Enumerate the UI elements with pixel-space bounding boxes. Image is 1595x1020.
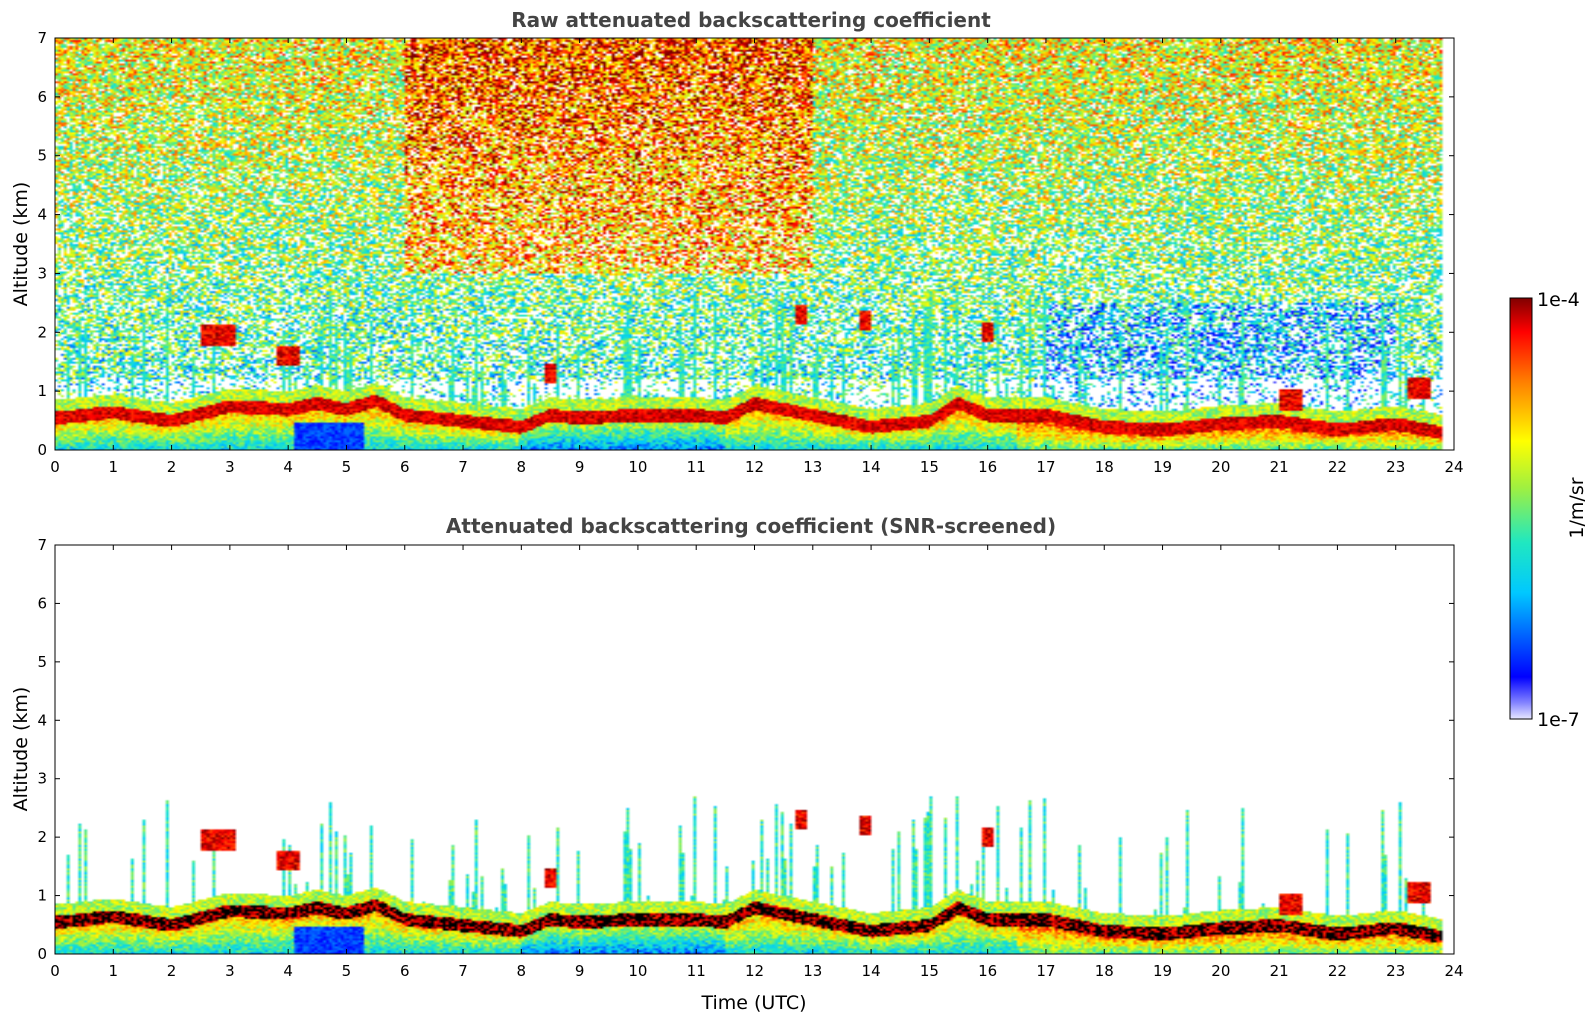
x-tick-label: 18 xyxy=(1095,458,1114,476)
x-tick-label: 10 xyxy=(628,962,647,980)
x-tick-label: 16 xyxy=(978,962,997,980)
colorbar: 1e-4 1e-7 1/m/sr xyxy=(1509,289,1588,731)
x-tick-label: 4 xyxy=(283,458,293,476)
panel-title: Attenuated backscattering coefficient (S… xyxy=(446,514,1056,538)
x-tick-label: 19 xyxy=(1153,458,1172,476)
raw-backscatter-panel: Raw attenuated backscattering coefficien… xyxy=(10,8,1464,476)
x-tick-label: 20 xyxy=(1211,458,1230,476)
x-tick-label: 17 xyxy=(1036,962,1055,980)
x-tick-label: 9 xyxy=(575,962,585,980)
y-tick-label: 4 xyxy=(37,711,47,729)
x-tick-label: 19 xyxy=(1153,962,1172,980)
x-tick-label: 6 xyxy=(400,962,410,980)
x-tick-label: 6 xyxy=(400,458,410,476)
y-tick-label: 7 xyxy=(37,29,47,47)
x-tick-label: 11 xyxy=(687,458,706,476)
x-tick-label: 20 xyxy=(1211,962,1230,980)
y-tick-label: 2 xyxy=(37,323,47,341)
x-tick-label: 22 xyxy=(1328,458,1347,476)
y-tick-label: 5 xyxy=(37,147,47,165)
x-tick-label: 4 xyxy=(283,962,293,980)
plot-frame xyxy=(54,544,1455,955)
y-ticks: 0 1 2 3 4 5 6 7 xyxy=(37,29,1454,459)
x-tick-label: 13 xyxy=(803,962,822,980)
x-tick-label: 12 xyxy=(745,458,764,476)
colorbar-max-label: 1e-4 xyxy=(1537,289,1580,311)
colorbar-gradient xyxy=(1509,297,1533,720)
x-tick-label: 8 xyxy=(517,458,527,476)
x-tick-label: 14 xyxy=(862,962,881,980)
heatmap-image xyxy=(55,38,1454,450)
colorbar-min-label: 1e-7 xyxy=(1537,709,1580,731)
x-tick-label: 9 xyxy=(575,458,585,476)
y-tick-label: 0 xyxy=(37,945,47,963)
x-tick-label: 23 xyxy=(1386,458,1405,476)
x-tick-label: 2 xyxy=(167,458,177,476)
y-tick-label: 2 xyxy=(37,828,47,846)
x-tick-label: 2 xyxy=(167,962,177,980)
y-tick-label: 1 xyxy=(37,887,47,905)
x-tick-label: 16 xyxy=(978,458,997,476)
y-axis-label: Altitude (km) xyxy=(10,182,32,307)
y-tick-label: 4 xyxy=(37,206,47,224)
y-tick-label: 6 xyxy=(37,594,47,612)
x-tick-label: 15 xyxy=(920,962,939,980)
x-tick-label: 5 xyxy=(342,458,352,476)
x-tick-label: 23 xyxy=(1386,962,1405,980)
panel-title: Raw attenuated backscattering coefficien… xyxy=(511,8,991,32)
x-tick-label: 3 xyxy=(225,962,235,980)
x-tick-label: 7 xyxy=(458,458,468,476)
x-tick-label: 14 xyxy=(862,458,881,476)
y-tick-label: 1 xyxy=(37,382,47,400)
colorbar-unit-label: 1/m/sr xyxy=(1566,477,1588,538)
x-ticks: 0 1 2 3 4 5 6 7 8 9 10 11 12 13 14 15 16 17 18 19 20 21 22 23 24 xyxy=(50,545,1464,980)
y-axis-label: Altitude (km) xyxy=(10,687,32,812)
x-tick-label: 24 xyxy=(1444,962,1463,980)
y-tick-label: 0 xyxy=(37,441,47,459)
snr-screened-panel: Attenuated backscattering coefficient (S… xyxy=(10,514,1464,1014)
x-tick-label: 10 xyxy=(628,458,647,476)
x-tick-label: 1 xyxy=(109,458,119,476)
plot-frame xyxy=(54,37,1455,451)
x-tick-label: 0 xyxy=(50,962,60,980)
x-tick-label: 5 xyxy=(342,962,352,980)
x-tick-label: 17 xyxy=(1036,458,1055,476)
x-tick-label: 13 xyxy=(803,458,822,476)
x-tick-label: 7 xyxy=(458,962,468,980)
x-tick-label: 3 xyxy=(225,458,235,476)
x-axis-label: Time (UTC) xyxy=(700,992,806,1014)
x-tick-label: 21 xyxy=(1270,458,1289,476)
x-ticks: 0 1 2 3 4 5 6 7 8 9 10 11 12 13 14 15 16 17 18 19 20 21 22 23 24 xyxy=(50,38,1464,476)
y-tick-label: 6 xyxy=(37,88,47,106)
x-tick-label: 24 xyxy=(1444,458,1463,476)
x-tick-label: 21 xyxy=(1270,962,1289,980)
x-tick-label: 1 xyxy=(109,962,119,980)
y-tick-label: 7 xyxy=(37,536,47,554)
y-tick-label: 3 xyxy=(37,264,47,282)
x-tick-label: 8 xyxy=(517,962,527,980)
y-tick-label: 3 xyxy=(37,770,47,788)
x-tick-label: 0 xyxy=(50,458,60,476)
x-tick-label: 15 xyxy=(920,458,939,476)
x-tick-label: 11 xyxy=(687,962,706,980)
x-tick-label: 22 xyxy=(1328,962,1347,980)
x-tick-label: 12 xyxy=(745,962,764,980)
x-tick-label: 18 xyxy=(1095,962,1114,980)
heatmap-image xyxy=(55,545,1454,954)
y-tick-label: 5 xyxy=(37,653,47,671)
